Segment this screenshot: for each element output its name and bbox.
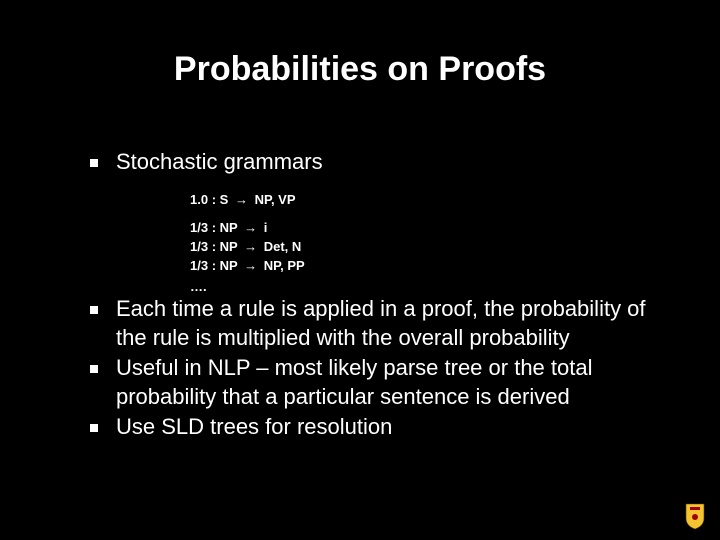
grammar-rule-line: 1/3 : NP → NP, PP <box>190 257 680 276</box>
grammar-ellipsis: …. <box>190 280 680 293</box>
rule-rhs: Det, N <box>264 239 302 254</box>
bullet-item: Each time a rule is applied in a proof, … <box>90 295 680 352</box>
slide: Probabilities on Proofs Stochastic gramm… <box>0 0 720 540</box>
grammar-rules: 1.0 : S → NP, VP 1/3 : NP → i 1/3 : NP →… <box>190 191 680 276</box>
bullet-icon <box>90 365 98 373</box>
arrow-icon: → <box>232 191 251 210</box>
rule-lhs: NP <box>220 258 238 273</box>
arrow-icon: → <box>241 257 260 276</box>
rule-lhs: NP <box>220 239 238 254</box>
rule-prob: 1.0 <box>190 192 208 207</box>
grammar-rule-line: 1/3 : NP → i <box>190 219 680 238</box>
bullet-text: Use SLD trees for resolution <box>116 413 392 442</box>
rule-lhs: S <box>220 192 229 207</box>
rule-prob: 1/3 <box>190 258 208 273</box>
bullet-icon <box>90 159 98 167</box>
bullet-icon <box>90 424 98 432</box>
grammar-rule-line: 1.0 : S → NP, VP <box>190 191 680 210</box>
rule-rhs: NP, PP <box>264 258 305 273</box>
rule-lhs: NP <box>220 220 238 235</box>
arrow-icon: → <box>241 238 260 257</box>
arrow-icon: → <box>241 219 260 238</box>
university-logo-icon <box>684 502 706 530</box>
bullet-icon <box>90 306 98 314</box>
bullet-item: Stochastic grammars <box>90 148 680 177</box>
bullet-text: Each time a rule is applied in a proof, … <box>116 295 680 352</box>
bullet-item: Useful in NLP – most likely parse tree o… <box>90 354 680 411</box>
bullet-text: Stochastic grammars <box>116 148 323 177</box>
bullet-item: Use SLD trees for resolution <box>90 413 680 442</box>
slide-content: Stochastic grammars 1.0 : S → NP, VP 1/3… <box>90 148 680 444</box>
rule-prob: 1/3 <box>190 239 208 254</box>
grammar-rule-line: 1/3 : NP → Det, N <box>190 238 680 257</box>
slide-title: Probabilities on Proofs <box>0 50 720 89</box>
rule-rhs: NP, VP <box>255 192 296 207</box>
bullet-text: Useful in NLP – most likely parse tree o… <box>116 354 680 411</box>
rule-rhs: i <box>264 220 268 235</box>
rule-prob: 1/3 <box>190 220 208 235</box>
